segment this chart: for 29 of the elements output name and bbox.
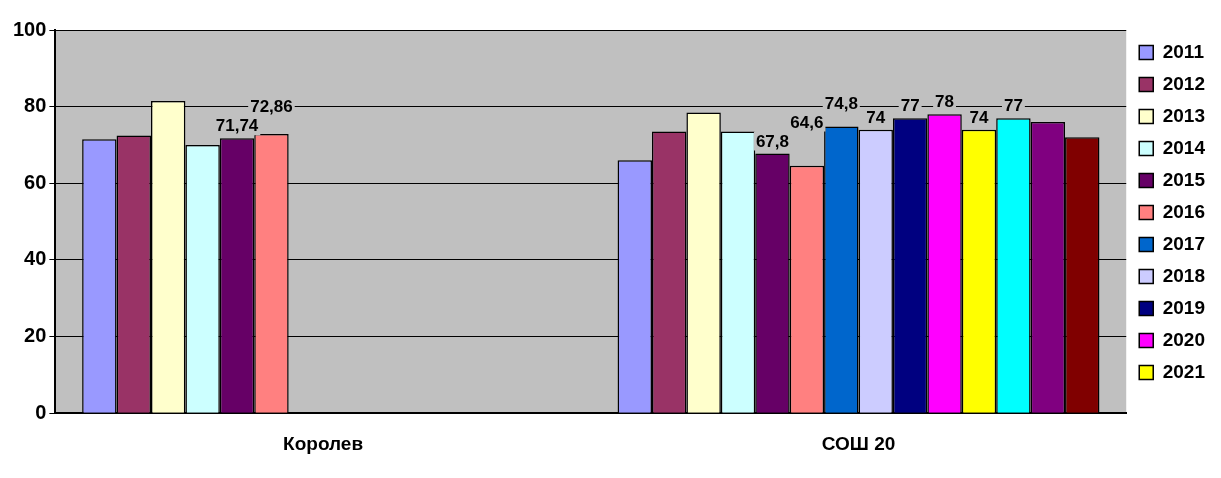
y-tick-label: 40 <box>24 247 47 270</box>
legend-label: 2017 <box>1162 232 1206 254</box>
legend-label: 2019 <box>1162 296 1206 318</box>
data-label: 71,74 <box>215 116 259 136</box>
data-label: 67,8 <box>755 131 790 151</box>
data-label: 78 <box>935 92 955 112</box>
y-tick-label: 100 <box>12 17 47 40</box>
data-label: 77 <box>900 96 920 116</box>
y-tick-label: 80 <box>24 94 47 117</box>
legend-label: 2018 <box>1162 264 1206 286</box>
legend-label: 2014 <box>1162 136 1206 158</box>
legend-label: 2012 <box>1162 72 1206 94</box>
y-tick-label: 20 <box>24 324 47 347</box>
legend-label: 2016 <box>1162 200 1206 222</box>
data-label: 74 <box>866 107 886 127</box>
legend-label: 2011 <box>1162 40 1205 62</box>
data-label: 74,8 <box>824 93 858 113</box>
data-label: 77 <box>1003 96 1023 116</box>
legend-label: 2013 <box>1162 104 1206 126</box>
x-tick-label: СОШ 20 <box>821 432 896 454</box>
x-tick-label: Королев <box>283 432 364 454</box>
data-label: 74 <box>969 107 989 127</box>
data-label: 72,86 <box>250 97 293 117</box>
legend-label: 2020 <box>1162 328 1206 350</box>
y-tick-label: 60 <box>24 170 47 193</box>
y-tick-label: 0 <box>35 400 47 423</box>
legend-label: 2015 <box>1162 168 1206 190</box>
data-label: 64,6 <box>790 112 824 132</box>
legend-label: 2021 <box>1162 360 1206 382</box>
